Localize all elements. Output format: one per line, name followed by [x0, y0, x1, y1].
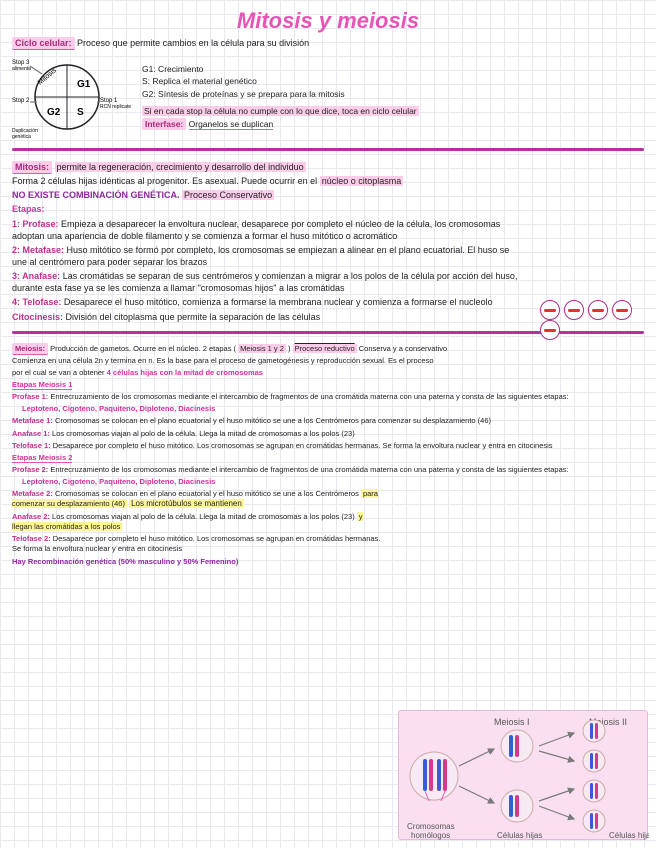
g2-line: G2: Síntesis de proteínas y se prepara p…: [142, 89, 419, 100]
m1-telofase-lbl: Telofase 1:: [12, 441, 51, 450]
recomb-text: Hay Recombinación genética (50% masculin…: [12, 557, 238, 566]
m2-telofase: Desaparece por completo el huso mitótico…: [12, 534, 380, 553]
m1-profase: Entrecruzamiento de los cromosomas media…: [50, 392, 568, 401]
m2-profase-sub: Leptoteno, Cigoteno, Paquiteno, Diploten…: [22, 477, 215, 486]
m2-profase-lbl: Profase 2:: [12, 465, 48, 474]
et-meiosis1: Etapas Meiosis 1: [12, 380, 72, 390]
mitosis-l2b: Proceso Conservativo: [182, 190, 274, 200]
svg-text:Células hijas: Células hijas: [497, 831, 542, 840]
meiosis-def-d: Proceso reductivo: [293, 344, 357, 353]
cycle-section: Ciclo celular: Proceso que permite cambi…: [0, 34, 656, 144]
meiosis-heading: Meiosis:: [12, 343, 48, 355]
telofase-text: Desaparece el huso mitótico, comienza a …: [64, 297, 493, 307]
svg-text:alimenta: alimenta: [12, 66, 31, 72]
m2-metafase-a: Cromosomas se colocan en el plano ecuato…: [55, 489, 359, 498]
citocinesis-label: Citocinesis:: [12, 312, 63, 322]
m2-profase: Entrecruzamiento de los cromosomas media…: [50, 465, 568, 474]
meiosis-l3b: 4 células hijas con la mitad de cromosom…: [107, 368, 263, 377]
metafase-text: Huso mitótico se formó por completo, los…: [12, 245, 509, 267]
m2-anafase-lbl: Anafase 2:: [12, 512, 50, 521]
profase-text: Empieza a desaparecer la envoltura nucle…: [12, 219, 500, 241]
profase-label: 1: Profase:: [12, 219, 59, 229]
meiosis-l3a: por el cual se van a obtener: [12, 368, 105, 377]
m1-metafase-lbl: Metafase 1:: [12, 416, 53, 425]
m1-metafase: Cromosomas se colocan en el plano ecuato…: [55, 416, 491, 425]
m1-anafase-lbl: Anafase 1:: [12, 429, 50, 438]
svg-text:G2: G2: [47, 107, 61, 118]
etapas-label: Etapas:: [12, 204, 45, 214]
anafase-text: Las cromátidas se separan de sus centróm…: [12, 271, 517, 293]
svg-text:Mitosis: Mitosis: [37, 67, 59, 87]
svg-text:homólogos: homólogos: [411, 831, 450, 840]
m1-profase-sub: Leptoteno, Cigoteno, Paquiteno, Diploten…: [22, 404, 215, 413]
s-line: S: Replica el material genético: [142, 76, 419, 87]
svg-text:S: S: [77, 107, 84, 118]
anafase-label: 3: Anafase:: [12, 271, 60, 281]
meiosis-section: Meiosis: Producción de gametos. Ocurre e…: [0, 338, 656, 571]
cycle-bullets: G1: Crecimiento S: Replica el material g…: [142, 63, 419, 131]
telofase-label: 4: Telofase:: [12, 297, 61, 307]
dia-m1-label: Meiosis I: [494, 717, 530, 727]
meiosis-def-c: ): [288, 344, 293, 353]
mitosis-phase-diagram: [538, 300, 648, 340]
mitosis-l2a: NO EXISTE COMBINACIÓN GENÉTICA.: [12, 190, 180, 200]
interfase-label: Interfase:: [142, 118, 186, 130]
cell-cycle-diagram: G1 S G2 Mitosis Stop 3 alimenta Stop 2 S…: [12, 52, 132, 142]
svg-text:G1: G1: [77, 79, 91, 90]
page-title: Mitosis y meiosis: [0, 0, 656, 34]
meiosis-def-e: Conserva y a conservativo: [359, 344, 447, 353]
divider-1: [12, 148, 644, 151]
meiosis-diagram: Meiosis I Meiosis II Cromosomas homólogo…: [398, 710, 648, 840]
g1-line: G1: Crecimiento: [142, 64, 419, 75]
meiosis-def-b: Meiosis 1 y 2: [238, 344, 286, 353]
m2-metafase-note: Los microtúbulos se mantienen: [129, 499, 244, 508]
m1-telofase: Desaparece por completo el huso mitótico…: [53, 441, 553, 450]
metafase-label: 2: Metafase:: [12, 245, 64, 255]
mitosis-l1a: Forma 2 células hijas idénticas al proge…: [12, 176, 317, 186]
cycle-desc: Proceso que permite cambios en la célula…: [77, 38, 309, 48]
mitosis-l1b: núcleo o citoplasma: [320, 176, 404, 186]
svg-text:genética: genética: [12, 134, 31, 140]
m2-telofase-lbl: Telofase 2:: [12, 534, 51, 543]
mitosis-heading: Mitosis:: [12, 161, 52, 174]
et-meiosis2: Etapas Meiosis 2: [12, 453, 72, 463]
svg-text:Stop 2: Stop 2: [12, 98, 30, 104]
meiosis-def-a: Producción de gametos. Ocurre en el núcl…: [50, 344, 236, 353]
citocinesis-text: División del citoplasma que permite la s…: [66, 312, 321, 322]
m1-anafase: Los cromosomas viajan al polo de la célu…: [52, 429, 355, 438]
meiosis-l2: Comienza en una célula 2n y termina en n…: [12, 356, 644, 366]
cycle-heading: Ciclo celular:: [12, 37, 75, 50]
m2-anafase-a: Los cromosomas viajan al polo de la célu…: [52, 512, 355, 521]
svg-text:RCN replicate: RCN replicate: [100, 104, 131, 110]
svg-text:Cromosomas: Cromosomas: [407, 822, 455, 831]
svg-text:Células hijas: Células hijas: [609, 831, 649, 840]
mitosis-def: permite la regeneración, crecimiento y d…: [55, 162, 306, 172]
m2-metafase-lbl: Metafase 2:: [12, 489, 53, 498]
cycle-note-hl: Si en cada stop la célula no cumple con …: [142, 106, 419, 116]
interfase-text: Organelos se duplican: [189, 119, 274, 130]
m1-profase-lbl: Profase 1:: [12, 392, 48, 401]
